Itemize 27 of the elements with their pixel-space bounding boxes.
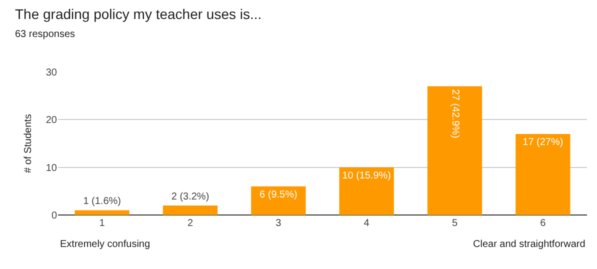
text: Extremely confusing [60, 239, 150, 250]
x-tick-label: 5 [452, 218, 458, 229]
data-label: 6 (9.5%) [260, 189, 298, 200]
y-axis-title: # of Students [22, 114, 34, 173]
bar [427, 86, 482, 215]
chart-title: The grading policy my teacher uses is... [15, 6, 262, 22]
x-tick-label: 1 [99, 218, 106, 229]
chart-subtitle: 63 responses [15, 29, 76, 40]
data-label: 2 (3.2%) [171, 191, 210, 202]
data-label: 27 (42.9%) [449, 89, 460, 138]
bar [162, 205, 218, 215]
x-tick-label: 4 [364, 218, 370, 229]
y-tick-label: 10 [46, 162, 58, 174]
text: Clear and straightforward [473, 239, 586, 250]
bar [74, 210, 130, 215]
data-label: 1 (1.6%) [83, 196, 121, 208]
data-label: 17 (27%) [522, 136, 564, 148]
y-tick-label: 0 [51, 210, 58, 222]
y-tick-label: 30 [46, 68, 58, 78]
x-tick-label: 6 [540, 218, 546, 229]
x-tick-label: 2 [187, 218, 194, 229]
data-label: 10 (15.9%) [342, 170, 391, 182]
x-tick-label: 3 [276, 218, 282, 229]
bar [251, 186, 306, 215]
bar [339, 167, 394, 215]
y-tick-label: 20 [46, 115, 58, 126]
bar [516, 134, 570, 215]
